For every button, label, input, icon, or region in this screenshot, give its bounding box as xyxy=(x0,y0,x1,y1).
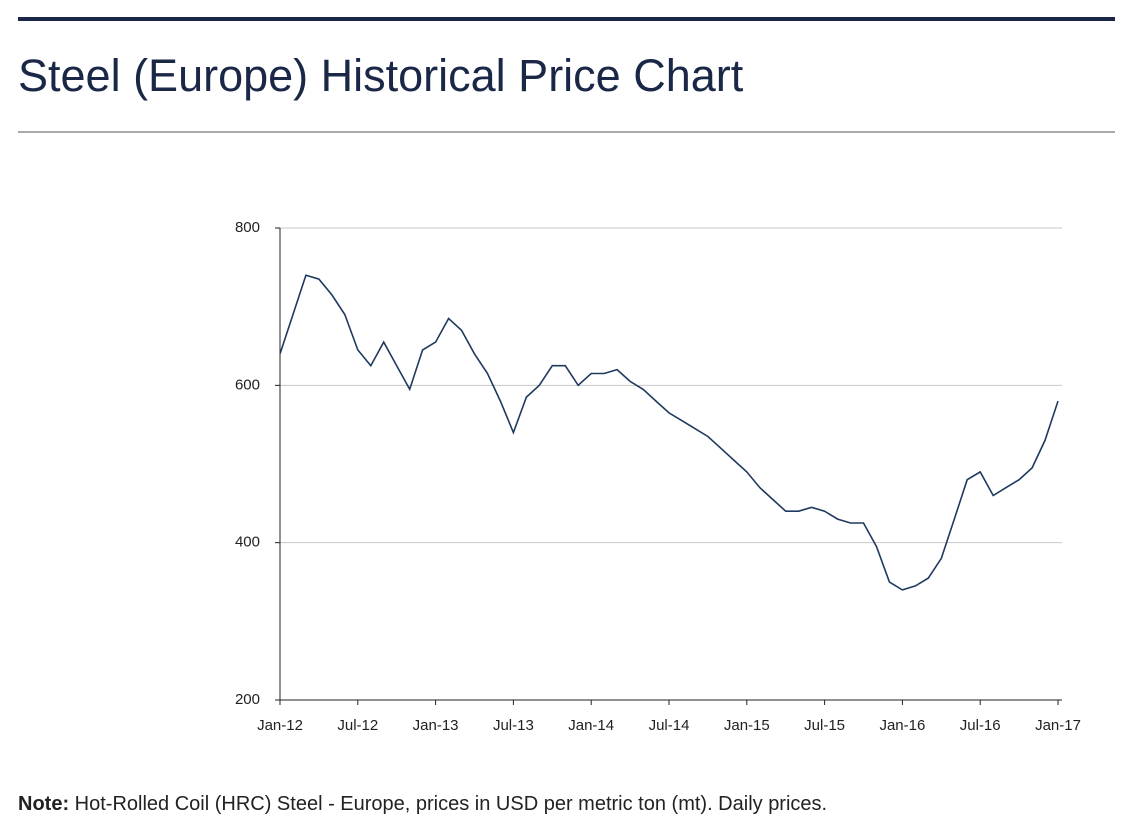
note-label: Note: xyxy=(18,793,70,815)
x-tick-label: Jan-15 xyxy=(724,717,770,734)
y-tick-label: 400 xyxy=(235,534,260,551)
y-tick-label: 800 xyxy=(235,219,260,236)
x-tick-label: Jul-16 xyxy=(960,717,1001,734)
top-rule xyxy=(18,17,1115,21)
x-tick-label: Jul-14 xyxy=(649,717,690,734)
x-tick-label: Jul-15 xyxy=(804,717,845,734)
page-title: Steel (Europe) Historical Price Chart xyxy=(18,50,744,101)
chart: 200 400 600 800 Jan-12 Jul-12 Jan-13 Jul-13 Jan-… xyxy=(235,219,1081,734)
note-text: Hot-Rolled Coil (HRC) Steel - Europe, pr… xyxy=(74,793,828,815)
price-line xyxy=(279,274,1059,591)
x-tick-label: Jan-12 xyxy=(257,717,303,734)
y-tick-label: 200 xyxy=(235,691,260,708)
y-tick-label: 600 xyxy=(235,376,260,393)
title-rule xyxy=(18,131,1115,133)
x-tick-label: Jan-16 xyxy=(879,717,925,734)
note: Note: Hot-Rolled Coil (HRC) Steel - Euro… xyxy=(18,793,827,816)
x-tick-label: Jan-14 xyxy=(568,717,614,734)
x-tick-label: Jul-13 xyxy=(493,717,534,734)
x-tick-label: Jan-13 xyxy=(413,717,459,734)
x-tick-label: Jan-17 xyxy=(1035,717,1081,734)
x-tick-label: Jul-12 xyxy=(337,717,378,734)
